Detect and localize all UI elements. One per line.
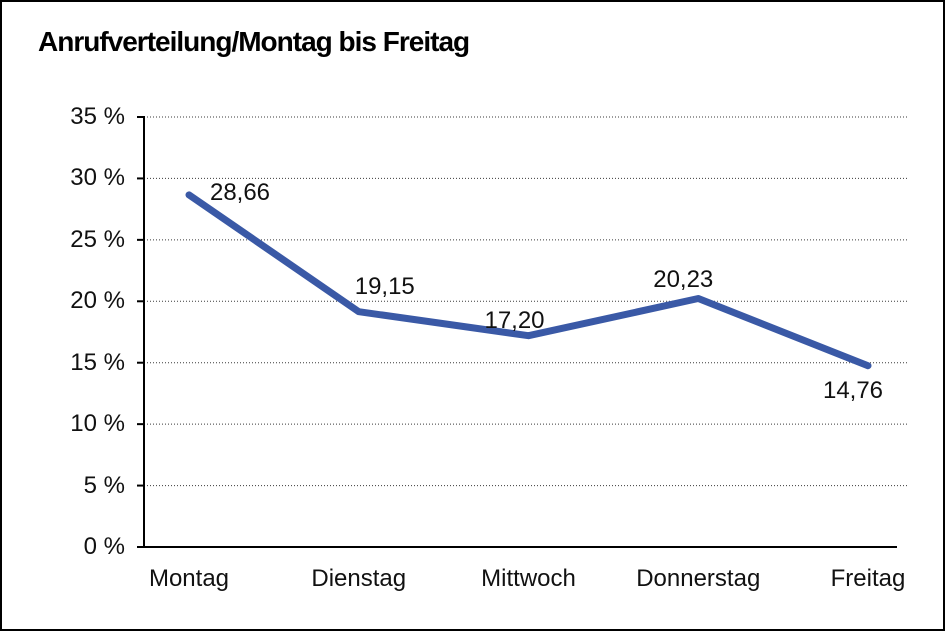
x-axis-category-label: Montag (148, 565, 230, 592)
x-axis-category-label: Freitag (830, 565, 906, 592)
y-axis-tick-label: 0 % (83, 533, 125, 560)
data-point-label: 14,76 (822, 376, 884, 404)
y-axis-tick-label: 30 % (70, 164, 125, 192)
y-axis-tick-label: 5 % (83, 471, 125, 499)
y-axis-tick-label: 35 % (70, 103, 125, 130)
y-axis-tick-label: 25 % (70, 225, 125, 253)
data-series-line (185, 191, 872, 370)
data-point-label: 19,15 (354, 272, 415, 300)
x-axis-category-label: Dienstag (311, 565, 407, 592)
y-axis-tick-label: 20 % (70, 287, 125, 315)
data-point-label: 28,66 (209, 178, 271, 206)
x-axis-category-label: Mittwoch (481, 565, 576, 592)
data-point-label: 20,23 (653, 266, 714, 294)
chart-title: Anrufverteilung/Montag bis Freitag (38, 26, 470, 57)
y-axis-tick-label: 10 % (70, 410, 125, 438)
y-axis-tick-label: 15 % (70, 348, 125, 376)
x-axis-category-label: Donnerstag (636, 565, 761, 592)
data-point-label: 17,20 (484, 306, 545, 334)
